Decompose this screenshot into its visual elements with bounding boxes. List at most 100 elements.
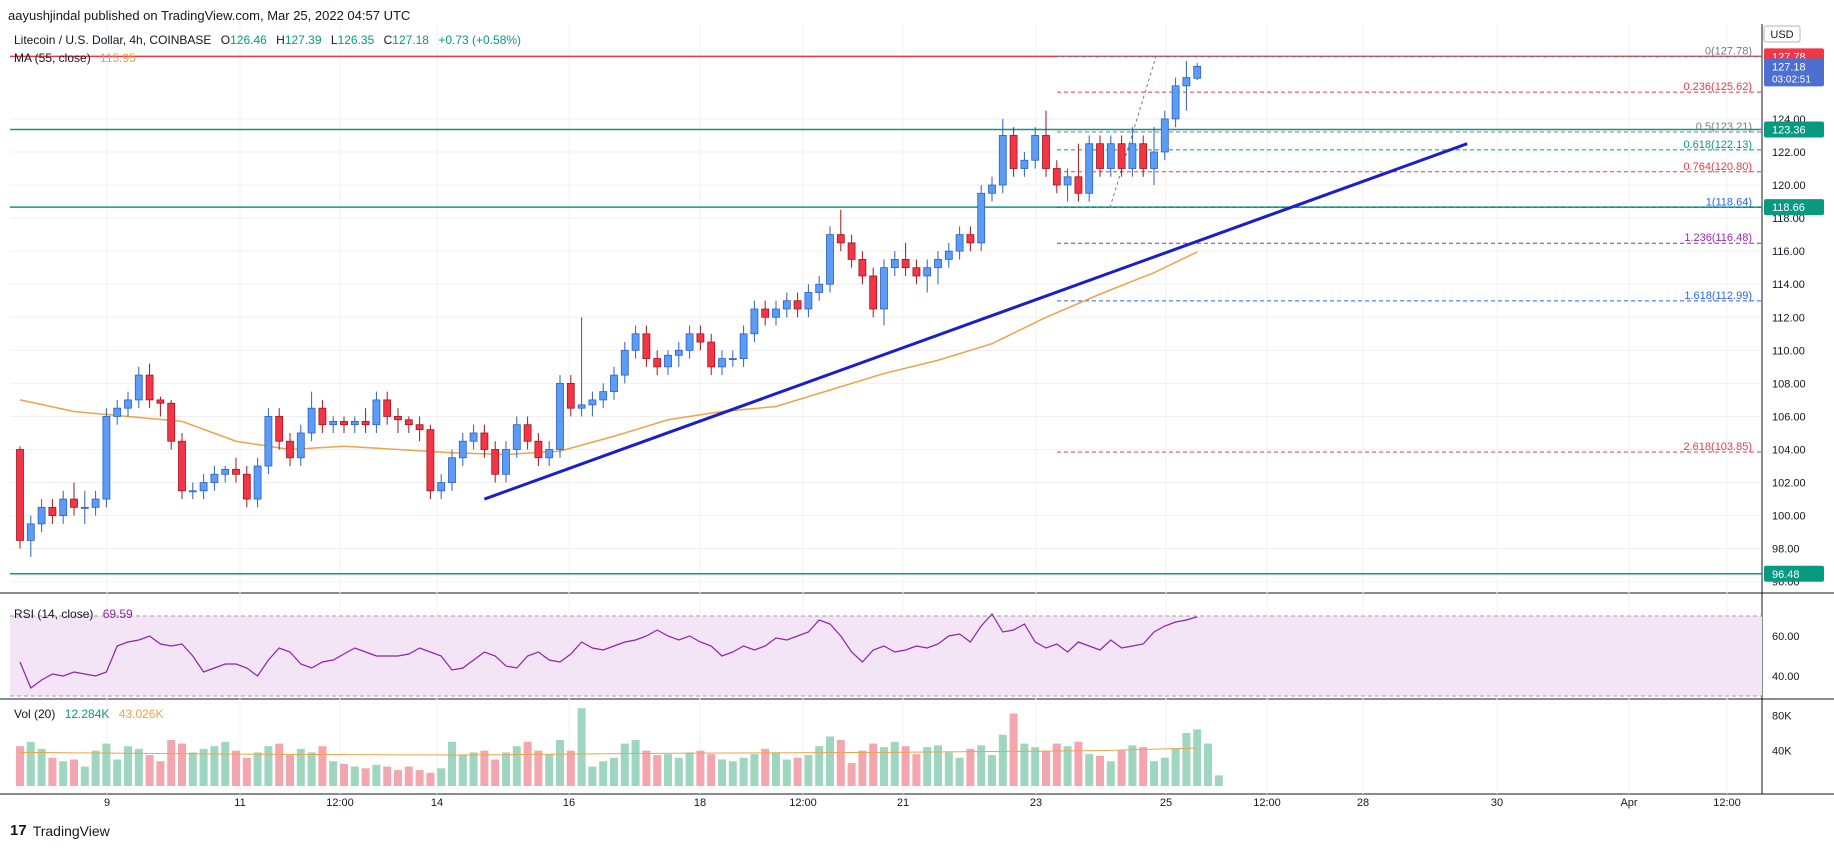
candle-body [404, 419, 413, 426]
fibonacci-retracement: 0(127.78) 0.236(125.62) 0.5(123.21) 0.618(1… [1057, 45, 1762, 453]
legend-change: +0.73 (+0.58%) [438, 33, 521, 47]
volume-bar [16, 746, 24, 786]
candle-body [728, 358, 737, 360]
volume-bar [307, 752, 316, 786]
price-tick-label: 120.00 [1772, 180, 1806, 192]
volume-bar [707, 754, 716, 786]
volume-bar [1042, 750, 1050, 786]
trendline[interactable] [483, 142, 1468, 501]
time-tick-label: Apr [1620, 797, 1637, 809]
candle-body [458, 440, 467, 459]
candle-body [221, 468, 230, 475]
candle-body [934, 259, 942, 269]
volume-bar [739, 757, 748, 786]
rsi-band [10, 616, 1762, 696]
ma-line [19, 251, 1198, 456]
volume-bar [782, 759, 791, 786]
candle-body [59, 498, 68, 517]
time-tick-label: 12:00 [1713, 797, 1741, 809]
price-badge-label: 123.36 [1772, 124, 1806, 136]
chart-canvas[interactable]: 80K 40K 60.00 40.00 0(127.78) 0.236(125.62)… [0, 24, 1834, 820]
candle-body [16, 449, 24, 541]
candle-body [70, 498, 78, 508]
volume-bar [502, 752, 510, 786]
volume-bar [631, 740, 640, 786]
candle-body [286, 440, 294, 459]
main-legend: Litecoin / U.S. Dollar, 4h, COINBASE O12… [14, 33, 521, 47]
footer-branding: 17 TradingView [10, 822, 110, 839]
candle-body [437, 482, 446, 492]
candle-body [998, 135, 1007, 186]
volume-bar [1063, 746, 1072, 786]
fib-level-label: 1.236(116.48) [1684, 232, 1752, 244]
candle-body [26, 523, 35, 541]
volume-bar [318, 746, 327, 786]
fib-level-label: 0(127.78) [1705, 45, 1752, 57]
tradingview-logo-icon: 17 [10, 822, 27, 839]
price-badge-label: 118.66 [1772, 202, 1805, 214]
volume-bar [1085, 754, 1094, 786]
candle-body [1042, 135, 1050, 169]
candle-body [1020, 159, 1029, 169]
candle-body [566, 382, 575, 409]
volume-bar [815, 746, 824, 786]
time-tick-label: 12:00 [789, 797, 817, 809]
time-axis[interactable]: 9 11 12:00 14 16 18 12:00 21 23 25 12:00 28 30 Apr 12:… [104, 797, 1741, 809]
price-badge-label: 96.48 [1772, 569, 1800, 581]
candle-body [923, 267, 932, 277]
candle-body [534, 440, 543, 459]
candle-body [815, 283, 824, 293]
volume-bar [966, 748, 975, 786]
time-tick-label: 30 [1491, 797, 1503, 809]
volume-bar [653, 755, 662, 786]
volume-bar [1074, 741, 1083, 786]
volume-bar [610, 757, 618, 786]
volume-bar [415, 770, 424, 786]
volume-bar [836, 740, 845, 786]
candle-body [610, 374, 618, 393]
currency-badge-label: USD [1770, 29, 1793, 41]
time-tick-label: 25 [1160, 797, 1172, 809]
rsi-legend-value: 69.59 [103, 607, 133, 621]
candle-body [394, 416, 402, 421]
volume-bar [264, 746, 273, 786]
volume-bar [998, 734, 1007, 786]
candle-body [113, 407, 122, 417]
candle-body [91, 498, 100, 508]
candle-body [1193, 65, 1202, 79]
candle-body [696, 333, 705, 343]
volume-bar [1193, 729, 1202, 786]
price-tick-label: 102.00 [1772, 478, 1806, 490]
volume-bar [167, 740, 176, 786]
volume-bar [901, 746, 910, 786]
volume-bar [37, 748, 46, 786]
price-tick-label: 104.00 [1772, 445, 1806, 457]
price-tick-label: 98.00 [1772, 544, 1800, 556]
candle-body [826, 234, 834, 285]
fib-level-label: 0.764(120.80) [1684, 161, 1753, 173]
volume-bar [102, 743, 111, 786]
price-axis[interactable]: 124.00122.00120.00118.00116.00114.00112.… [1772, 114, 1806, 589]
candle-body [556, 382, 564, 450]
candlesticks [16, 61, 1202, 557]
candle-body [718, 358, 726, 368]
volume-bar [1171, 748, 1180, 786]
fib-level-label: 2.618(103.85) [1684, 441, 1753, 453]
candle-body [307, 407, 316, 434]
vol-legend: Vol (20) 12.284K 43.026K [14, 707, 163, 721]
candle-body [966, 234, 975, 244]
candle-body [1160, 118, 1169, 153]
volume-bar [718, 759, 726, 786]
volume-bar [1150, 761, 1158, 786]
volume-bar [480, 750, 489, 786]
volume-bar [804, 755, 813, 786]
candle-body [642, 333, 651, 359]
candle-body [242, 473, 251, 500]
candle-body [588, 399, 597, 406]
ma-legend-label: MA (55, close) [14, 51, 91, 65]
candle-body [415, 424, 424, 431]
candle-body [1096, 143, 1104, 169]
moving-average [19, 251, 1198, 456]
candle-body [631, 333, 640, 351]
